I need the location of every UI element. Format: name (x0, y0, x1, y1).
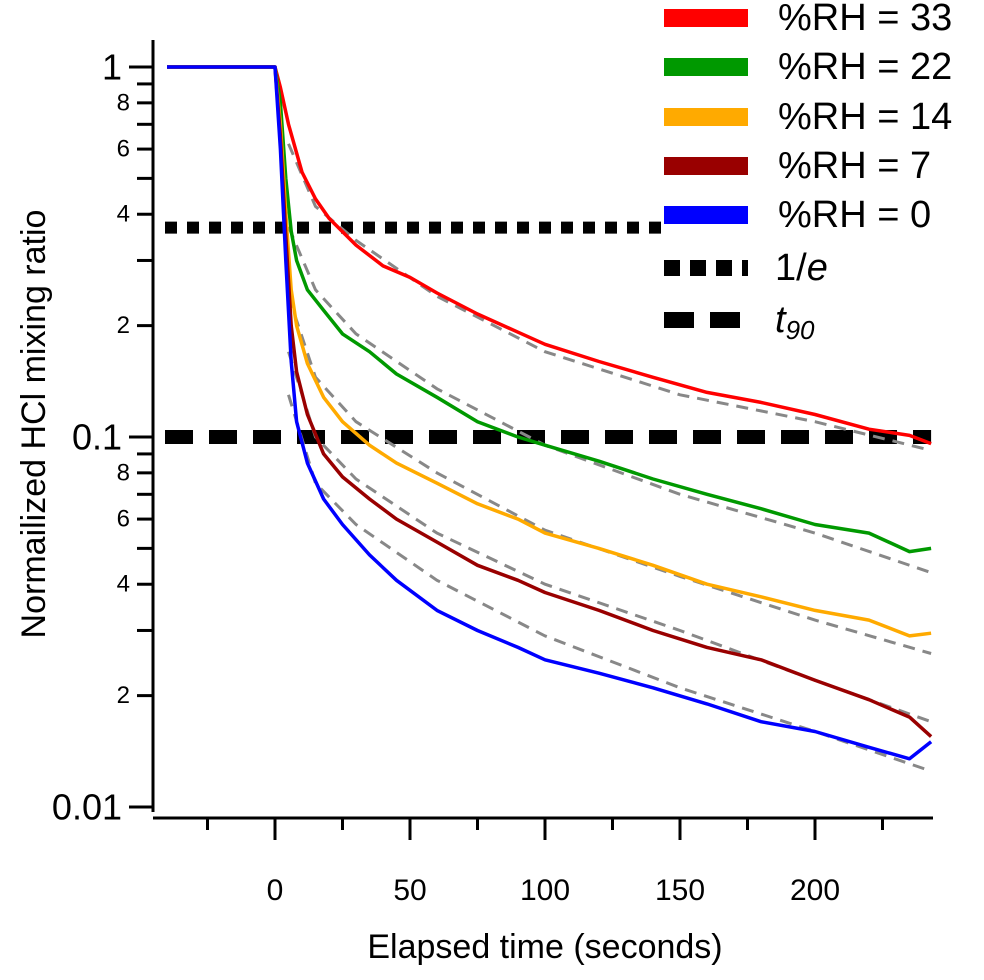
y-minor-tick-label: 6 (117, 506, 130, 533)
legend-swatch (664, 9, 748, 27)
x-axis-title: Elapsed time (seconds) (367, 928, 722, 966)
legend-label: %RH = 33 (778, 0, 952, 39)
x-tick-label: 100 (520, 874, 570, 907)
y-minor-tick-label: 2 (117, 682, 130, 709)
legend-label: %RH = 14 (778, 96, 952, 138)
series-line-0 (167, 65, 932, 446)
x-tick-label: 200 (790, 874, 840, 907)
y-minor-tick-label: 4 (117, 571, 130, 598)
legend-swatch (664, 206, 748, 224)
series-line-1 (167, 65, 932, 554)
y-minor-tick-label: 8 (117, 89, 130, 116)
fit-7-curve (287, 351, 932, 724)
legend-label-italic: t (775, 299, 787, 341)
y-minor-tick-label: 6 (117, 136, 130, 163)
x-tick-label: 50 (393, 874, 426, 907)
series-line-4 (167, 65, 933, 761)
fit-33-curve (287, 143, 932, 452)
y-tick-label: 0.01 (52, 787, 122, 828)
fit-14-curve (287, 295, 932, 655)
y-tick-label: 1 (102, 47, 122, 88)
legend-swatch (664, 157, 748, 175)
y-axis: 1 0.1 0.01 8 6 4 2 8 6 4 2 (52, 40, 155, 828)
legend-swatch (664, 58, 748, 76)
legend: %RH = 33 %RH = 22 %RH = 14 %RH = 7 %RH = 0 1/… (664, 0, 952, 345)
y-axis-title: Normailized HCl mixing ratio (15, 210, 53, 639)
legend-label: %RH = 7 (778, 145, 931, 187)
x-tick-label: 150 (655, 874, 705, 907)
plot-area (165, 65, 933, 773)
legend-label-main: 1/ (775, 247, 807, 289)
x-tick-label: 0 (267, 874, 284, 907)
legend-swatch (664, 108, 748, 126)
y-tick-label: 0.1 (72, 417, 122, 458)
x-axis: 0 50 100 150 200 (153, 816, 933, 907)
legend-label: %RH = 22 (778, 46, 952, 88)
legend-label-italic: e (807, 247, 828, 289)
fit-0-curve (287, 394, 932, 773)
y-minor-tick-label: 8 (117, 459, 130, 486)
legend-label: %RH = 0 (778, 194, 931, 236)
legend-label: 1/e (775, 247, 828, 289)
fit-22-curve (287, 226, 932, 575)
legend-label-sub: 90 (786, 315, 815, 345)
legend-label: t90 (775, 299, 815, 345)
y-minor-tick-label: 4 (117, 201, 130, 228)
y-minor-tick-label: 2 (117, 312, 130, 339)
